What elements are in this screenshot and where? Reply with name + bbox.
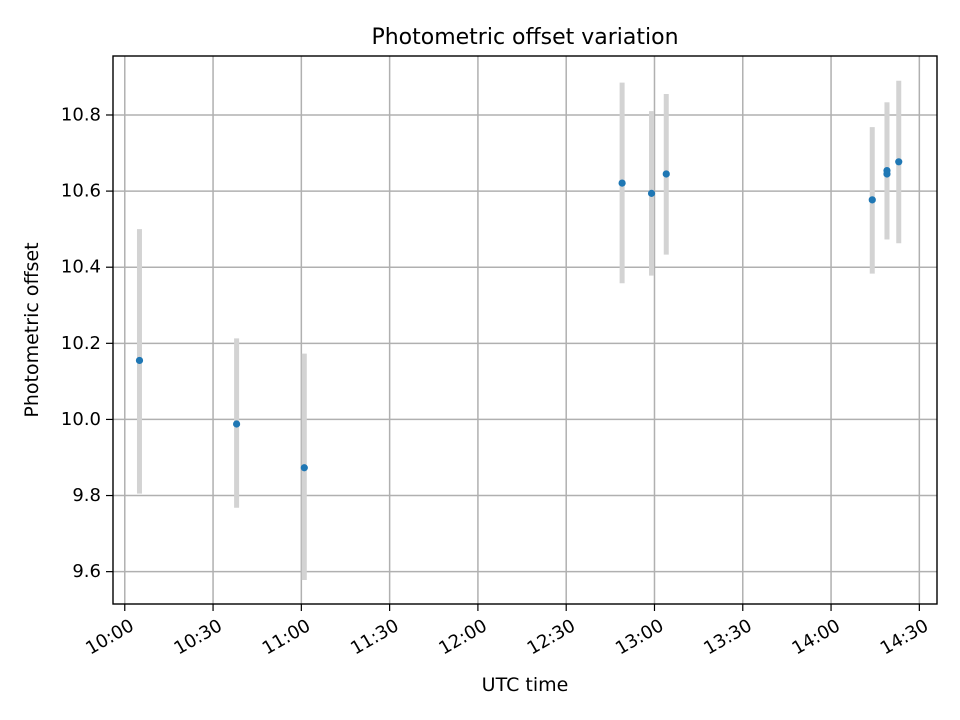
- y-tick-label: 10.6: [61, 181, 101, 202]
- error-bars: [136, 80, 902, 581]
- y-tick-label: 10.4: [61, 257, 101, 278]
- x-tick-label: 12:30: [524, 615, 579, 659]
- y-tick-label: 10.8: [61, 104, 101, 125]
- data-point: [647, 189, 656, 197]
- data-point: [618, 179, 626, 187]
- x-tick-label: 13:00: [612, 615, 667, 659]
- data-point: [135, 356, 144, 365]
- data-point: [233, 420, 241, 428]
- x-axis-label: UTC time: [482, 674, 569, 696]
- data-point: [868, 196, 876, 204]
- x-tick-label: 10:30: [171, 615, 226, 659]
- x-tick-label: 12:00: [435, 615, 490, 659]
- chart-title: Photometric offset variation: [371, 25, 678, 50]
- x-tick-label: 14:30: [877, 615, 932, 659]
- data-point: [895, 158, 903, 166]
- y-tick-label: 9.6: [72, 561, 101, 582]
- data-point: [883, 166, 891, 175]
- x-tick-label: 13:30: [700, 615, 755, 659]
- grid: [113, 56, 937, 604]
- data-points: [135, 158, 903, 472]
- y-tick-label: 10.2: [61, 333, 101, 354]
- x-tick-label: 11:00: [259, 615, 314, 659]
- axis-ticks: 10:00 10:30 11:00 11:30 12:00 12:30 13:00 13:30…: [61, 104, 932, 659]
- x-tick-label: 10:00: [82, 615, 137, 659]
- x-tick-label: 11:30: [347, 615, 402, 659]
- plot-frame: [112, 55, 938, 605]
- y-axis-label: Photometric offset: [21, 242, 43, 417]
- data-point: [662, 170, 670, 178]
- x-tick-label: 14:00: [789, 615, 844, 659]
- data-point: [300, 464, 308, 472]
- y-tick-label: 10.0: [61, 409, 101, 430]
- y-tick-label: 9.8: [72, 485, 101, 506]
